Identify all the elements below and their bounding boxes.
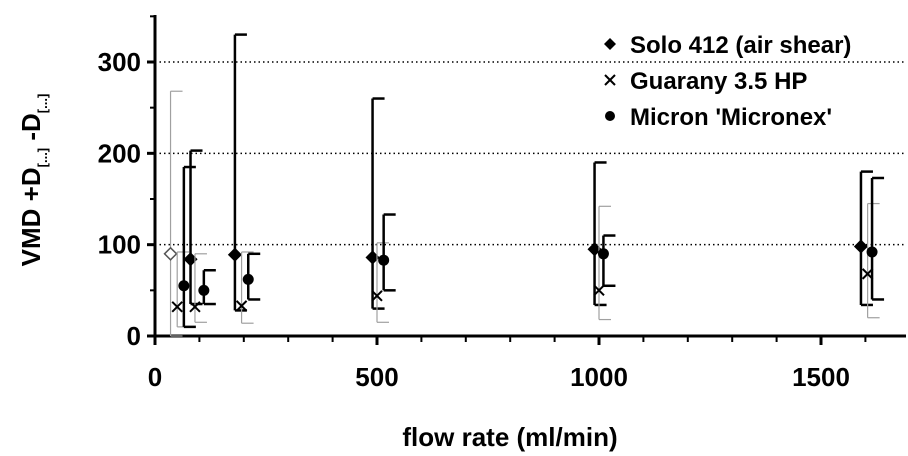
y-tick-label: 100 (98, 230, 141, 260)
x-tick-label: 1000 (570, 362, 628, 392)
y-axis-title-text: VMD +D[...] -D[...] (16, 94, 50, 267)
error-bar (240, 251, 254, 324)
data-point-cross (371, 290, 383, 302)
error-bar (867, 202, 880, 319)
error-bar (233, 33, 247, 312)
y-tick-label: 0 (127, 321, 141, 351)
data-point-circle (378, 254, 390, 266)
legend-label-solo: Solo 412 (air shear) (630, 32, 851, 59)
legend-label-guarany: Guarany 3.5 HP (630, 68, 807, 95)
data-point-cross (235, 300, 248, 312)
x-tick-label: 500 (355, 362, 398, 392)
error-bar (169, 90, 183, 337)
data-point-circle (597, 248, 609, 260)
data-point-circle (178, 280, 190, 292)
cross-icon (604, 74, 616, 86)
error-bar (598, 205, 611, 321)
error-bar (194, 253, 207, 323)
y-axis-title: VMD +D[...] -D[...] (16, 94, 50, 267)
error-bar (593, 161, 607, 307)
data-point-circle (198, 284, 210, 296)
y-tick-label: 300 (98, 47, 141, 77)
data-point-diamond (227, 247, 242, 262)
legend-item-solo: Solo 412 (air shear) (604, 32, 851, 59)
diamond-icon (604, 38, 616, 50)
grid-lines (155, 61, 906, 246)
data-point-circle (242, 273, 254, 285)
x-tick-label: 1500 (792, 362, 850, 392)
circle-icon (605, 111, 615, 121)
data-point-diamond (163, 246, 178, 261)
ticks: 0 100 200 300 0 500 1000 1500 (98, 15, 867, 392)
data-marks (163, 33, 885, 337)
data-point-cross (171, 301, 183, 313)
legend-item-guarany: Guarany 3.5 HP (604, 68, 807, 95)
axes (153, 15, 906, 338)
data-point-circle (866, 246, 878, 258)
data-point-cross (189, 301, 201, 313)
error-bar (870, 176, 885, 301)
error-bar (602, 234, 616, 288)
y-tick-label: 200 (98, 138, 141, 168)
data-point-diamond (853, 239, 869, 254)
legend-item-micron: Micron 'Micronex' (605, 104, 832, 131)
error-bar (382, 213, 396, 292)
error-bar (371, 97, 385, 310)
legend: Solo 412 (air shear) Guarany 3.5 HP Micr… (604, 32, 851, 131)
legend-label-micron: Micron 'Micronex' (630, 104, 832, 131)
error-bar (859, 170, 873, 307)
error-bar (189, 149, 203, 306)
data-point-cross (593, 284, 605, 297)
x-tick-label: 0 (148, 362, 162, 392)
error-bar (182, 165, 196, 329)
x-axis-title: flow rate (ml/min) (402, 422, 617, 452)
